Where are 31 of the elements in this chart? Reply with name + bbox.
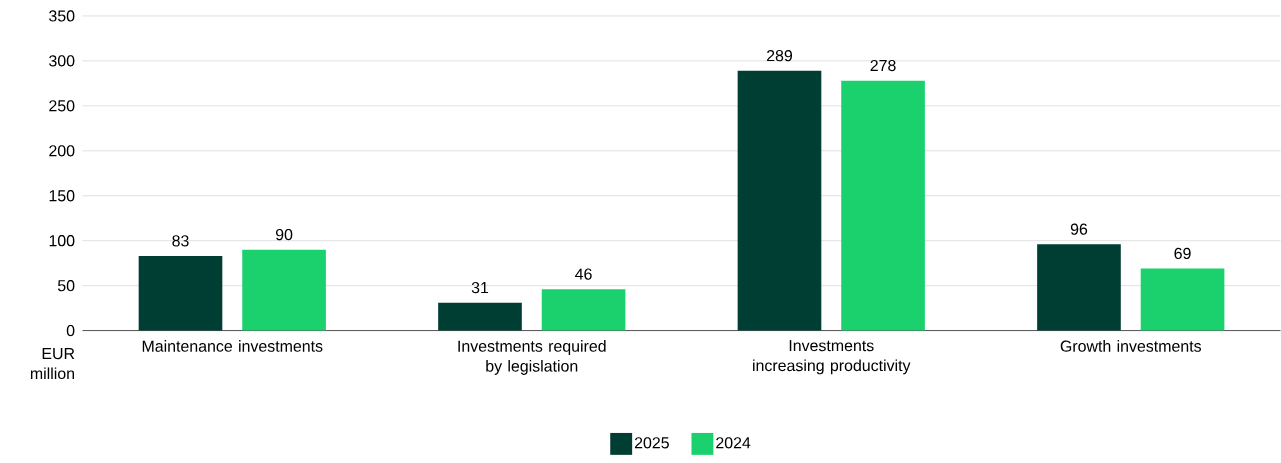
bar <box>737 70 822 331</box>
bar <box>1140 268 1225 331</box>
y-tick-label: 300 <box>49 55 75 67</box>
data-label: 96 <box>1070 223 1088 235</box>
y-tick-label: 0 <box>66 324 75 337</box>
y-tick-label: 50 <box>57 279 75 292</box>
y-tick-label: 150 <box>49 190 75 202</box>
bar <box>438 302 522 331</box>
legend-label: 2025 <box>634 437 669 449</box>
data-label: 90 <box>275 228 293 241</box>
data-label: 69 <box>1174 247 1191 260</box>
bar <box>1037 244 1121 331</box>
data-label: 46 <box>575 268 592 280</box>
bar <box>841 80 925 331</box>
legend-label: 2024 <box>716 437 751 449</box>
data-label: 83 <box>172 235 189 247</box>
y-tick-label: 250 <box>49 100 75 112</box>
y-tick-label: 350 <box>49 10 75 22</box>
y-tick-label: 200 <box>49 145 75 157</box>
bar <box>541 289 626 331</box>
data-label: 278 <box>870 59 896 72</box>
x-tick-label: Investments required by legislation <box>458 340 606 375</box>
x-tick-label: Growth investments <box>1060 340 1202 352</box>
data-label: 289 <box>767 49 793 62</box>
x-tick-label: Investments increasing productivity <box>753 340 911 375</box>
bar <box>138 255 223 331</box>
bar <box>242 249 326 331</box>
y-axis-title: EUR million <box>30 348 75 380</box>
y-tick-label: 100 <box>49 235 75 247</box>
data-label: 31 <box>471 281 489 294</box>
x-tick-label: Maintenance investments <box>142 340 323 352</box>
